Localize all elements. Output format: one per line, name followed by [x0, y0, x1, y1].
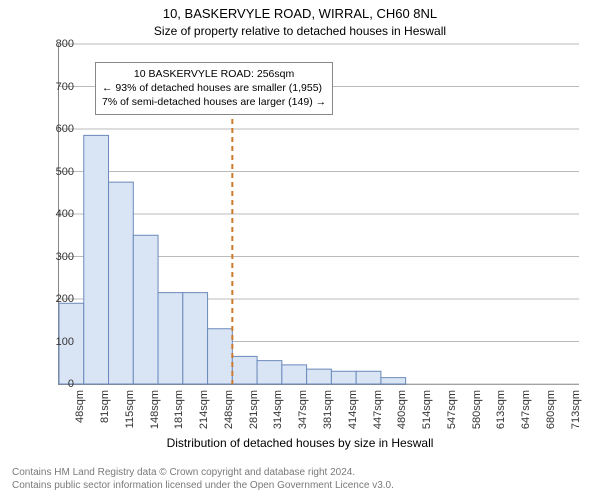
annotation-line-2: ← 93% of detached houses are smaller (1,…: [102, 81, 326, 95]
x-tick: 115sqm: [124, 390, 136, 428]
chart-area: 10 BASKERVYLE ROAD: 256sqm ← 93% of deta…: [58, 44, 579, 385]
y-tick: 400: [56, 208, 74, 220]
x-tick: 181sqm: [173, 390, 185, 429]
y-tick: 600: [56, 123, 74, 135]
x-tick: 48sqm: [74, 390, 86, 423]
bar: [183, 293, 208, 384]
y-tick: 700: [56, 81, 74, 93]
footer-line-2: Contains public sector information licen…: [12, 479, 394, 492]
x-tick: 613sqm: [495, 390, 507, 429]
x-tick: 480sqm: [396, 390, 408, 429]
x-tick: 580sqm: [471, 390, 483, 429]
bar: [356, 371, 381, 384]
page-title-2: Size of property relative to detached ho…: [0, 24, 600, 38]
bar: [232, 356, 257, 384]
x-tick: 414sqm: [347, 390, 359, 429]
bar: [307, 369, 332, 384]
footer-line-1: Contains HM Land Registry data © Crown c…: [12, 466, 394, 479]
y-tick: 200: [56, 293, 74, 305]
x-axis-label: Distribution of detached houses by size …: [0, 436, 600, 450]
y-tick: 300: [56, 251, 74, 263]
x-tick: 81sqm: [99, 390, 111, 423]
y-tick: 500: [56, 166, 74, 178]
x-tick: 248sqm: [223, 390, 235, 429]
x-tick: 447sqm: [372, 390, 384, 429]
bar: [158, 293, 183, 384]
y-tick: 100: [56, 336, 74, 348]
x-tick: 514sqm: [421, 390, 433, 429]
annotation-line-3: 7% of semi-detached houses are larger (1…: [102, 95, 326, 109]
x-tick: 314sqm: [272, 390, 284, 429]
x-tick: 680sqm: [545, 390, 557, 429]
x-tick: 713sqm: [570, 390, 582, 429]
bar: [257, 361, 282, 384]
bar: [331, 371, 356, 384]
page-title-1: 10, BASKERVYLE ROAD, WIRRAL, CH60 8NL: [0, 6, 600, 21]
bar: [282, 365, 307, 384]
footer-attribution: Contains HM Land Registry data © Crown c…: [12, 466, 394, 492]
bar: [381, 378, 406, 384]
x-tick: 148sqm: [149, 390, 161, 429]
bar: [208, 329, 233, 384]
bar: [109, 182, 134, 384]
annotation-box: 10 BASKERVYLE ROAD: 256sqm ← 93% of deta…: [95, 62, 333, 115]
x-tick: 381sqm: [322, 390, 334, 429]
bar: [84, 135, 109, 384]
x-tick: 281sqm: [248, 390, 260, 429]
annotation-line-1: 10 BASKERVYLE ROAD: 256sqm: [102, 67, 326, 81]
bar: [133, 235, 158, 384]
x-tick: 347sqm: [297, 390, 309, 429]
y-tick: 0: [68, 378, 74, 390]
x-tick: 647sqm: [520, 390, 532, 429]
y-tick: 800: [56, 38, 74, 50]
x-tick: 214sqm: [198, 390, 210, 429]
x-tick: 547sqm: [446, 390, 458, 429]
